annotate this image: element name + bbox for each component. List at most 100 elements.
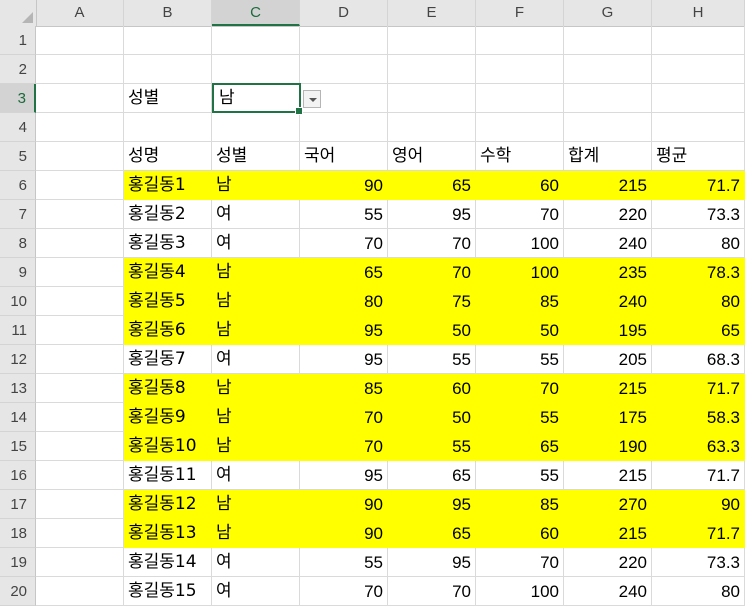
table-cell-math[interactable]: 70: [476, 374, 564, 403]
select-all-button[interactable]: [0, 0, 37, 26]
grid-cell[interactable]: [36, 345, 124, 374]
table-cell-korean[interactable]: 70: [300, 403, 388, 432]
table-cell-gender[interactable]: 남: [212, 171, 300, 200]
column-header-b[interactable]: B: [124, 0, 212, 26]
grid-cell[interactable]: [36, 316, 124, 345]
table-cell-english[interactable]: 65: [388, 519, 476, 548]
row-header-16[interactable]: 16: [0, 461, 36, 490]
table-cell-name[interactable]: 홍길동7: [124, 345, 212, 374]
table-cell-name[interactable]: 홍길동14: [124, 548, 212, 577]
table-cell-gender[interactable]: 남: [212, 287, 300, 316]
table-cell-average[interactable]: 71.7: [652, 519, 745, 548]
table-cell-total[interactable]: 195: [564, 316, 652, 345]
table-cell-total[interactable]: 175: [564, 403, 652, 432]
header-math[interactable]: 수학: [476, 142, 564, 171]
column-header-a[interactable]: A: [36, 0, 124, 26]
grid-cell[interactable]: [652, 26, 745, 55]
table-cell-math[interactable]: 85: [476, 287, 564, 316]
table-cell-english[interactable]: 70: [388, 258, 476, 287]
grid-cell[interactable]: [300, 113, 388, 142]
grid-cell[interactable]: [652, 113, 745, 142]
table-cell-average[interactable]: 68.3: [652, 345, 745, 374]
table-cell-average[interactable]: 71.7: [652, 461, 745, 490]
grid-cell[interactable]: [124, 113, 212, 142]
table-cell-gender[interactable]: 남: [212, 403, 300, 432]
row-header-1[interactable]: 1: [0, 26, 36, 55]
row-header-20[interactable]: 20: [0, 577, 36, 606]
table-cell-gender[interactable]: 남: [212, 519, 300, 548]
table-cell-total[interactable]: 205: [564, 345, 652, 374]
table-cell-english[interactable]: 95: [388, 490, 476, 519]
row-header-8[interactable]: 8: [0, 229, 36, 258]
table-cell-english[interactable]: 55: [388, 432, 476, 461]
table-cell-english[interactable]: 95: [388, 200, 476, 229]
table-cell-total[interactable]: 190: [564, 432, 652, 461]
column-header-f[interactable]: F: [476, 0, 564, 26]
table-cell-average[interactable]: 80: [652, 577, 745, 606]
row-header-11[interactable]: 11: [0, 316, 36, 345]
table-cell-math[interactable]: 60: [476, 171, 564, 200]
grid-cell[interactable]: [36, 55, 124, 84]
row-header-17[interactable]: 17: [0, 490, 36, 519]
grid-cell[interactable]: [212, 113, 300, 142]
grid-cell[interactable]: [36, 113, 124, 142]
fill-handle[interactable]: [295, 107, 303, 115]
table-cell-average[interactable]: 80: [652, 229, 745, 258]
grid-cell[interactable]: [36, 461, 124, 490]
table-cell-average[interactable]: 58.3: [652, 403, 745, 432]
row-header-18[interactable]: 18: [0, 519, 36, 548]
table-cell-math[interactable]: 70: [476, 548, 564, 577]
grid-cell[interactable]: [476, 55, 564, 84]
grid-cell[interactable]: [388, 84, 476, 113]
grid-cell[interactable]: [36, 142, 124, 171]
grid-cell[interactable]: [36, 171, 124, 200]
grid-cell[interactable]: [36, 200, 124, 229]
table-cell-average[interactable]: 65: [652, 316, 745, 345]
grid-cell[interactable]: [564, 84, 652, 113]
header-english[interactable]: 영어: [388, 142, 476, 171]
table-cell-total[interactable]: 270: [564, 490, 652, 519]
table-cell-korean[interactable]: 95: [300, 345, 388, 374]
grid-cell[interactable]: [300, 55, 388, 84]
table-cell-gender[interactable]: 여: [212, 548, 300, 577]
table-cell-total[interactable]: 240: [564, 577, 652, 606]
table-cell-total[interactable]: 235: [564, 258, 652, 287]
table-cell-gender[interactable]: 여: [212, 577, 300, 606]
table-cell-average[interactable]: 78.3: [652, 258, 745, 287]
grid-cell[interactable]: [476, 26, 564, 55]
table-cell-total[interactable]: 215: [564, 519, 652, 548]
grid-cell[interactable]: [36, 548, 124, 577]
row-header-4[interactable]: 4: [0, 113, 36, 142]
table-cell-gender[interactable]: 남: [212, 258, 300, 287]
table-cell-name[interactable]: 홍길동11: [124, 461, 212, 490]
grid-cell[interactable]: [388, 113, 476, 142]
grid-cell[interactable]: [36, 229, 124, 258]
table-cell-total[interactable]: 240: [564, 287, 652, 316]
table-cell-name[interactable]: 홍길동1: [124, 171, 212, 200]
grid-cell[interactable]: [36, 258, 124, 287]
row-header-19[interactable]: 19: [0, 548, 36, 577]
column-header-e[interactable]: E: [388, 0, 476, 26]
column-header-g[interactable]: G: [564, 0, 652, 26]
row-header-9[interactable]: 9: [0, 258, 36, 287]
table-cell-average[interactable]: 90: [652, 490, 745, 519]
table-cell-korean[interactable]: 90: [300, 171, 388, 200]
table-cell-name[interactable]: 홍길동13: [124, 519, 212, 548]
header-average[interactable]: 평균: [652, 142, 745, 171]
table-cell-average[interactable]: 71.7: [652, 374, 745, 403]
table-cell-english[interactable]: 70: [388, 229, 476, 258]
grid-cell[interactable]: [36, 403, 124, 432]
table-cell-name[interactable]: 홍길동5: [124, 287, 212, 316]
table-cell-english[interactable]: 60: [388, 374, 476, 403]
header-total[interactable]: 합계: [564, 142, 652, 171]
column-header-h[interactable]: H: [652, 0, 745, 26]
column-header-d[interactable]: D: [300, 0, 388, 26]
table-cell-english[interactable]: 55: [388, 345, 476, 374]
table-cell-korean[interactable]: 65: [300, 258, 388, 287]
row-header-7[interactable]: 7: [0, 200, 36, 229]
table-cell-math[interactable]: 55: [476, 461, 564, 490]
grid-cell[interactable]: [476, 84, 564, 113]
table-cell-korean[interactable]: 95: [300, 316, 388, 345]
table-cell-total[interactable]: 215: [564, 171, 652, 200]
grid-cell[interactable]: [36, 287, 124, 316]
